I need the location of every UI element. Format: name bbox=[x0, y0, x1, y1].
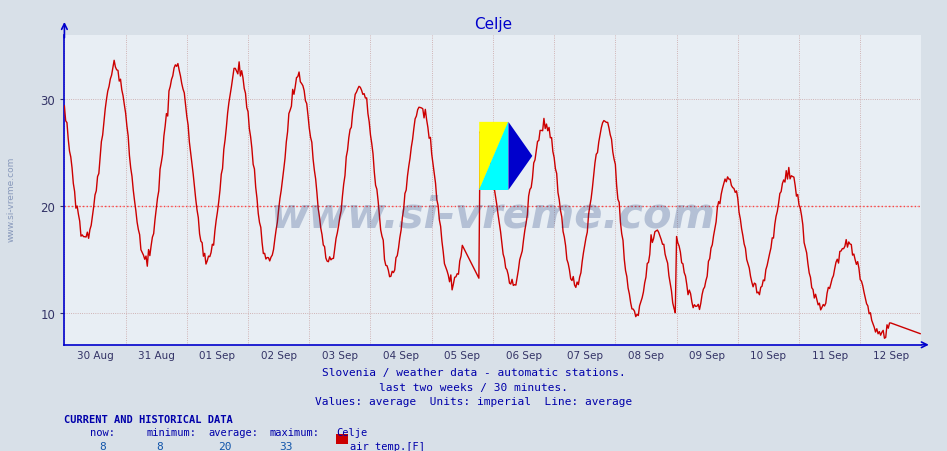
Text: last two weeks / 30 minutes.: last two weeks / 30 minutes. bbox=[379, 382, 568, 392]
Text: www.si-vreme.com: www.si-vreme.com bbox=[271, 194, 715, 236]
Text: Slovenia / weather data - automatic stations.: Slovenia / weather data - automatic stat… bbox=[322, 368, 625, 377]
Text: www.si-vreme.com: www.si-vreme.com bbox=[7, 156, 16, 241]
Polygon shape bbox=[479, 123, 509, 190]
Text: now:: now: bbox=[90, 428, 115, 437]
Text: Celje: Celje bbox=[336, 428, 367, 437]
Text: 8: 8 bbox=[156, 441, 163, 451]
Title: Celje: Celje bbox=[474, 17, 512, 32]
Text: Values: average  Units: imperial  Line: average: Values: average Units: imperial Line: av… bbox=[314, 396, 633, 406]
Polygon shape bbox=[479, 123, 509, 190]
Text: 20: 20 bbox=[218, 441, 231, 451]
Text: minimum:: minimum: bbox=[147, 428, 197, 437]
Text: CURRENT AND HISTORICAL DATA: CURRENT AND HISTORICAL DATA bbox=[64, 414, 233, 424]
Text: maximum:: maximum: bbox=[270, 428, 320, 437]
Text: 8: 8 bbox=[99, 441, 106, 451]
Text: 33: 33 bbox=[279, 441, 293, 451]
Polygon shape bbox=[509, 123, 532, 190]
Text: average:: average: bbox=[208, 428, 259, 437]
Text: air temp.[F]: air temp.[F] bbox=[350, 441, 425, 451]
